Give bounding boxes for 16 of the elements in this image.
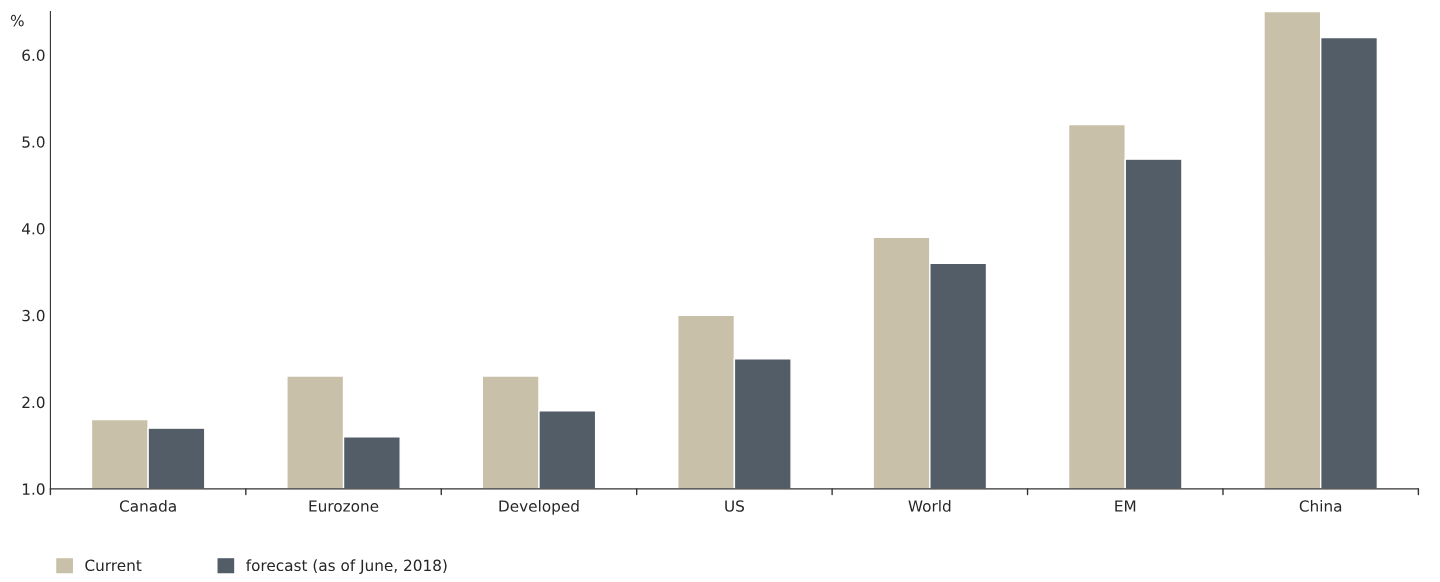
x-tick-label: US: [725, 500, 744, 512]
x-tick-label: EM: [1115, 500, 1136, 512]
y-tick-label: 5.0: [22, 136, 45, 148]
y-tick-label: 6.0: [22, 49, 45, 62]
x-tick-label: China: [1299, 499, 1342, 512]
x-tick-label: Developed: [499, 499, 579, 515]
legend-label: forecast (as of June, 2018): [246, 559, 447, 574]
y-tick-label: 3.0: [22, 309, 45, 322]
x-tick-label: Eurozone: [309, 500, 379, 512]
y-axis-title: %: [10, 14, 24, 27]
x-tick-label: Canada: [119, 499, 176, 512]
x-tick-label: World: [908, 499, 951, 512]
y-tick-label: 1.0: [22, 483, 45, 495]
legend-label: Current: [85, 559, 142, 572]
y-tick-label: 4.0: [21, 223, 45, 235]
y-tick-label: 2.0: [22, 396, 45, 409]
